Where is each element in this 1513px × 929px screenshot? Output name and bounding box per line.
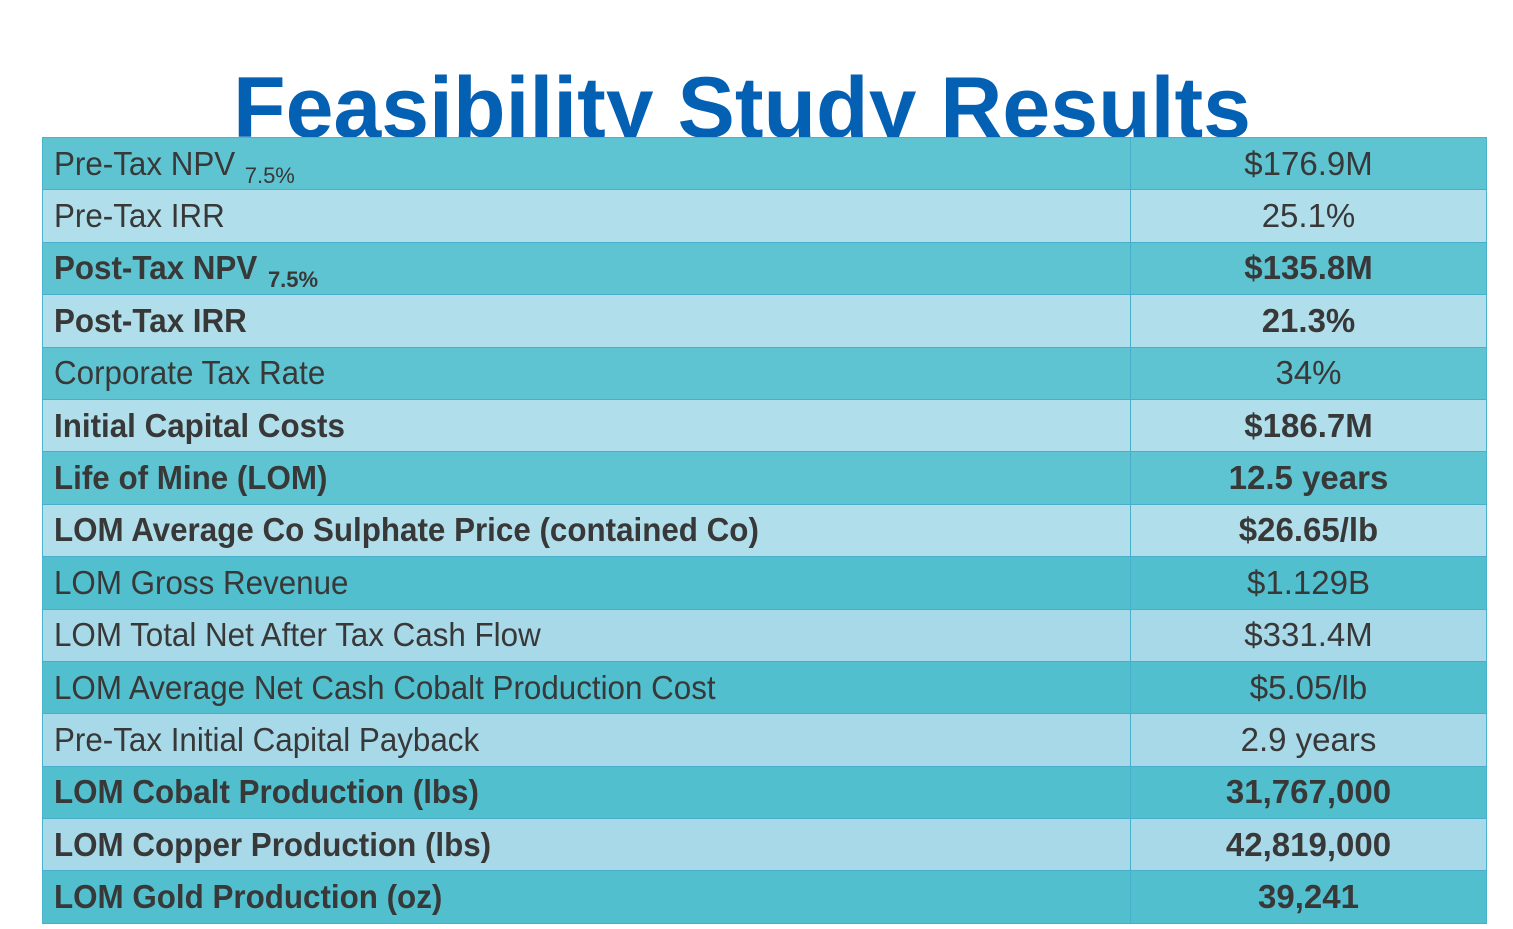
metric-label-subscript: 7.5% (244, 162, 295, 188)
table-row: LOM Copper Production (lbs) 42,819,000 (42, 818, 1487, 872)
table-row: Corporate Tax Rate 34% (42, 347, 1487, 400)
table-row: LOM Gross Revenue $1.129B (42, 556, 1487, 610)
metric-value: 34% (1130, 347, 1487, 400)
table-row: LOM Average Net Cash Cobalt Production C… (42, 661, 1487, 715)
metric-label: LOM Gross Revenue (54, 563, 349, 601)
table-row: Pre-Tax Initial Capital Payback 2.9 years (42, 713, 1487, 767)
metric-label: LOM Copper Production (lbs) (54, 825, 492, 863)
metric-value: $26.65/lb (1130, 504, 1487, 558)
metric-label-cell: Post-Tax IRR (42, 294, 1131, 348)
metric-label-cell: Corporate Tax Rate (42, 347, 1131, 400)
table-row: LOM Cobalt Production (lbs) 31,767,000 (42, 766, 1487, 820)
metric-value: 21.3% (1130, 294, 1487, 348)
metric-label-cell: LOM Average Net Cash Cobalt Production C… (42, 661, 1131, 715)
metric-label: LOM Average Net Cash Cobalt Production C… (54, 668, 716, 706)
table-row: Post-Tax NPV 7.5% $135.8M (42, 242, 1487, 296)
table-row: LOM Average Co Sulphate Price (contained… (42, 504, 1487, 558)
metric-label: Life of Mine (LOM) (54, 459, 328, 497)
metric-value: 39,241 (1130, 870, 1487, 924)
metric-value: $1.129B (1130, 556, 1487, 610)
metric-value: 42,819,000 (1130, 818, 1487, 872)
metric-label-cell: LOM Gold Production (oz) (42, 870, 1131, 924)
metric-label: LOM Average Co Sulphate Price (contained… (54, 511, 759, 549)
metric-value: $5.05/lb (1130, 661, 1487, 715)
metric-label-cell: LOM Average Co Sulphate Price (contained… (42, 504, 1131, 558)
table-row: LOM Total Net After Tax Cash Flow $331.4M (42, 609, 1487, 662)
metric-value: $331.4M (1130, 609, 1487, 662)
table-row: Pre-Tax NPV 7.5% $176.9M (42, 137, 1487, 191)
metric-value: 12.5 years (1130, 451, 1487, 505)
metric-label-cell: Pre-Tax IRR (42, 189, 1131, 243)
metric-value: 25.1% (1130, 189, 1487, 243)
metric-value: $135.8M (1130, 242, 1487, 296)
metric-label: Corporate Tax Rate (54, 354, 326, 392)
metric-label-cell: Initial Capital Costs (42, 399, 1131, 453)
metric-label: Post-Tax IRR (54, 301, 247, 339)
metric-label-cell: Post-Tax NPV 7.5% (42, 242, 1131, 296)
results-table: Pre-Tax NPV 7.5% $176.9M Pre-Tax IRR 25.1% Po… (42, 137, 1487, 924)
table-row: LOM Gold Production (oz) 39,241 (42, 870, 1487, 924)
table-row: Initial Capital Costs $186.7M (42, 399, 1487, 453)
metric-label: Post-Tax NPV (54, 249, 258, 287)
metric-label-subscript: 7.5% (267, 267, 319, 293)
metric-label-cell: Pre-Tax NPV 7.5% (42, 137, 1131, 191)
table-row: Post-Tax IRR 21.3% (42, 294, 1487, 348)
metric-label: LOM Total Net After Tax Cash Flow (54, 616, 541, 654)
table-row: Pre-Tax IRR 25.1% (42, 189, 1487, 243)
metric-value: $176.9M (1130, 137, 1487, 191)
metric-label: Pre-Tax NPV (54, 144, 236, 182)
metric-label-cell: LOM Cobalt Production (lbs) (42, 766, 1131, 820)
metric-label: Pre-Tax Initial Capital Payback (54, 720, 480, 758)
metric-label-cell: LOM Copper Production (lbs) (42, 818, 1131, 872)
metric-value: 2.9 years (1130, 713, 1487, 767)
metric-label-cell: LOM Gross Revenue (42, 556, 1131, 610)
results-table-body: Pre-Tax NPV 7.5% $176.9M Pre-Tax IRR 25.1% Po… (42, 137, 1487, 924)
metric-value: 31,767,000 (1130, 766, 1487, 820)
table-row: Life of Mine (LOM) 12.5 years (42, 451, 1487, 505)
metric-label: Pre-Tax IRR (54, 197, 225, 235)
metric-label-cell: Pre-Tax Initial Capital Payback (42, 713, 1131, 767)
metric-label-cell: LOM Total Net After Tax Cash Flow (42, 609, 1131, 662)
metric-value: $186.7M (1130, 399, 1487, 453)
metric-label: Initial Capital Costs (54, 406, 345, 444)
metric-label: LOM Cobalt Production (lbs) (54, 773, 479, 811)
metric-label: LOM Gold Production (oz) (54, 878, 443, 916)
metric-label-cell: Life of Mine (LOM) (42, 451, 1131, 505)
